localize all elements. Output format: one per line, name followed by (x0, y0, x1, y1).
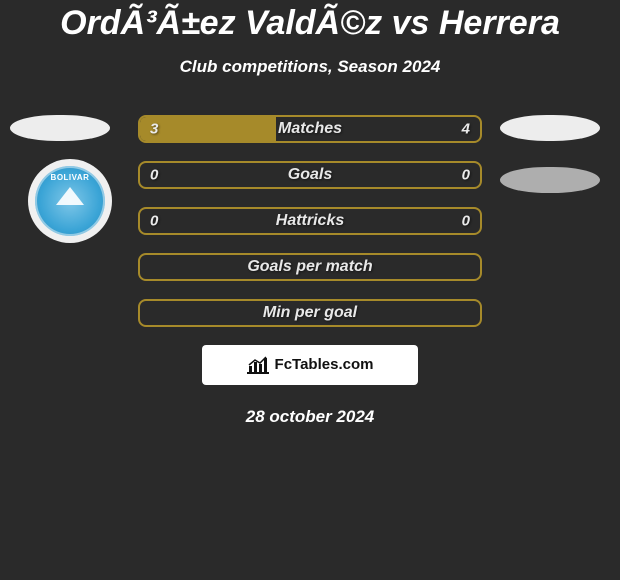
stat-value-left: 3 (150, 120, 158, 137)
stat-row-goals-per-match: Goals per match (138, 253, 482, 281)
stat-value-right: 0 (462, 212, 470, 229)
stat-row-min-per-goal: Min per goal (138, 299, 482, 327)
brand-chart-icon (247, 356, 269, 374)
stat-row-hattricks: 0 Hattricks 0 (138, 207, 482, 235)
stat-fill-left (140, 117, 276, 141)
stat-label: Matches (278, 120, 342, 138)
stat-value-left: 0 (150, 166, 158, 183)
page-subtitle: Club competitions, Season 2024 (0, 57, 620, 77)
stat-label: Goals per match (247, 258, 372, 276)
stat-value-right: 4 (462, 120, 470, 137)
stat-label: Goals (288, 166, 332, 184)
stat-label: Min per goal (263, 304, 357, 322)
stat-row-matches: 3 Matches 4 (138, 115, 482, 143)
club-badge-left-inner: BOLIVAR (35, 166, 105, 236)
brand-text: FcTables.com (275, 356, 374, 373)
date-text: 28 october 2024 (0, 407, 620, 427)
stat-label: Hattricks (276, 212, 344, 230)
page-root: OrdÃ³Ã±ez ValdÃ©z vs Herrera Club compet… (0, 0, 620, 580)
stats-area: BOLIVAR 3 Matches 4 0 Goals 0 0 Hattrick… (0, 115, 620, 427)
stat-value-left: 0 (150, 212, 158, 229)
player-right-placeholder-1 (500, 115, 600, 141)
club-badge-left: BOLIVAR (28, 159, 112, 243)
stat-row-goals: 0 Goals 0 (138, 161, 482, 189)
stat-value-right: 0 (462, 166, 470, 183)
player-left-placeholder (10, 115, 110, 141)
club-badge-label: BOLIVAR (51, 173, 90, 182)
player-right-placeholder-2 (500, 167, 600, 193)
brand-box[interactable]: FcTables.com (202, 345, 418, 385)
page-title: OrdÃ³Ã±ez ValdÃ©z vs Herrera (0, 0, 620, 45)
